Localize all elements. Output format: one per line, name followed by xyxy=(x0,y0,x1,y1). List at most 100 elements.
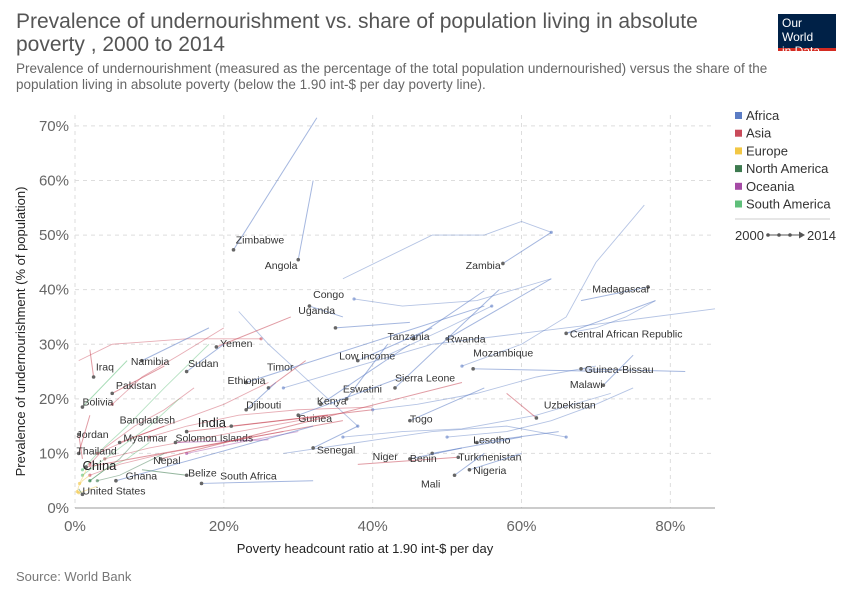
y-tick-label: 0% xyxy=(47,500,69,517)
country-label: United States xyxy=(82,485,145,497)
country-point xyxy=(411,336,416,341)
trajectory-line xyxy=(104,414,329,460)
country-trajectory xyxy=(141,327,210,362)
country-label: Kenya xyxy=(317,395,347,407)
legend-label: South America xyxy=(746,197,831,212)
trajectory-line xyxy=(82,343,210,471)
country-label: Tanzania xyxy=(388,331,430,343)
country-trajectory xyxy=(603,354,634,386)
trajectory-line xyxy=(342,392,611,438)
country-label: Low income xyxy=(339,351,395,363)
legend-label: Oceania xyxy=(746,179,795,194)
country-label: Turkmenistan xyxy=(458,452,521,464)
country-point xyxy=(84,465,88,469)
country-point xyxy=(229,424,234,428)
country-point xyxy=(117,440,122,445)
country-point xyxy=(158,457,163,461)
y-tick-label: 10% xyxy=(39,445,69,462)
country-point xyxy=(307,304,312,308)
legend-swatch xyxy=(735,165,742,173)
country-point xyxy=(76,451,81,456)
legend-swatch xyxy=(735,129,742,137)
legend-swatch xyxy=(735,147,742,155)
country-trajectory xyxy=(86,420,343,468)
country-point xyxy=(311,446,315,450)
country-trajectory xyxy=(82,360,128,408)
country-point xyxy=(579,367,583,371)
country-label: Sudan xyxy=(188,358,219,370)
x-tick-label: 60% xyxy=(506,518,536,535)
country-label: Benin xyxy=(410,453,437,465)
country-point xyxy=(333,326,338,330)
country-trajectory xyxy=(141,469,187,476)
y-tick-label: 50% xyxy=(39,227,69,244)
country-label: Senegal xyxy=(317,444,356,456)
country-trajectory xyxy=(233,117,318,251)
trajectory-point xyxy=(341,435,345,439)
x-tick-label: 40% xyxy=(358,518,388,535)
country-trajectory xyxy=(346,343,388,400)
country-trajectory xyxy=(312,425,359,449)
trajectory-point xyxy=(490,304,494,308)
trajectory-point xyxy=(80,468,85,472)
country-trajectory xyxy=(297,180,314,260)
trajectory-line xyxy=(566,300,656,334)
country-label: Myanmar xyxy=(123,432,167,444)
country-point xyxy=(318,402,323,407)
country-point xyxy=(534,416,539,420)
trajectory-line xyxy=(283,425,567,454)
country-trajectory xyxy=(394,289,500,389)
country-trajectory xyxy=(446,278,552,340)
country-trajectory xyxy=(246,305,485,383)
trajectory-line xyxy=(342,220,552,280)
country-label: Yemen xyxy=(220,338,252,350)
country-trajectory xyxy=(454,453,485,476)
trajectory-point xyxy=(352,297,356,301)
trajectory-point xyxy=(95,479,99,483)
country-point xyxy=(355,358,360,363)
trajectory-point xyxy=(110,402,114,406)
country-point xyxy=(467,467,472,472)
country-label: Eswatini xyxy=(343,383,382,395)
trajectory-line xyxy=(97,382,269,454)
trajectory-line xyxy=(97,453,165,482)
trajectory-point xyxy=(95,451,99,456)
country-label: Solomon Islands xyxy=(175,432,253,444)
country-label: Malawi xyxy=(570,379,603,391)
country-label: Zimbabwe xyxy=(236,234,285,246)
country-trajectory xyxy=(119,425,165,443)
country-point xyxy=(601,383,606,387)
country-point xyxy=(564,331,568,336)
trajectory-point xyxy=(460,364,464,368)
country-trajectory xyxy=(298,376,403,416)
trajectory-line xyxy=(149,406,373,438)
country-point xyxy=(184,429,189,434)
country-label: Togo xyxy=(410,413,433,425)
trajectory-point xyxy=(77,481,82,486)
trajectory-line xyxy=(89,387,195,465)
legend-label: Europe xyxy=(746,143,788,158)
country-point xyxy=(140,358,144,363)
trajectory-line xyxy=(447,387,634,438)
trajectory-point xyxy=(259,337,263,341)
country-label: Guinea-Bissau xyxy=(585,364,654,376)
time-legend-start: 2000 xyxy=(735,228,764,243)
trajectory-point xyxy=(77,491,81,495)
source-note: Source: World Bank xyxy=(16,569,132,584)
time-legend-dot xyxy=(788,233,792,237)
country-trajectory xyxy=(201,480,314,484)
country-trajectory xyxy=(231,409,373,427)
country-trajectory xyxy=(89,349,95,378)
country-trajectory xyxy=(216,316,292,348)
country-trajectory xyxy=(469,452,522,471)
legend-swatch xyxy=(735,200,742,208)
country-point xyxy=(199,481,204,486)
country-label: Sierra Leone xyxy=(395,372,455,384)
country-trajectory xyxy=(409,387,485,422)
country-label: Pakistan xyxy=(116,380,156,392)
country-label: Uganda xyxy=(298,305,335,317)
our-world-in-data-logo[interactable]: Our World in Data xyxy=(778,14,836,58)
country-trajectory xyxy=(565,300,656,334)
country-point xyxy=(408,418,412,423)
country-point xyxy=(80,405,85,409)
